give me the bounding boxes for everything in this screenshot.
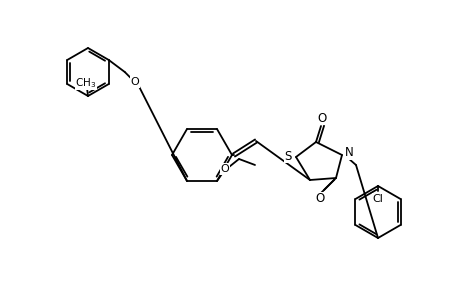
Text: O: O <box>317 112 326 124</box>
Text: N: N <box>344 146 353 160</box>
Text: S: S <box>284 149 291 163</box>
Text: Cl: Cl <box>372 194 383 204</box>
Text: O: O <box>315 193 324 206</box>
Text: O: O <box>220 164 229 174</box>
Text: CH$_3$: CH$_3$ <box>75 76 96 90</box>
Text: O: O <box>130 77 139 87</box>
